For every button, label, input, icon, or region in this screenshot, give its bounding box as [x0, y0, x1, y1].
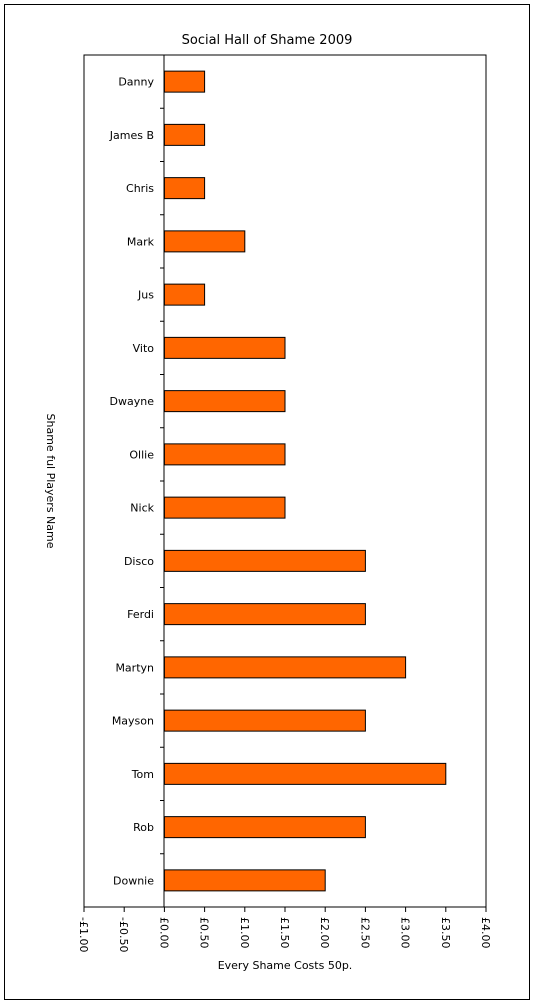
- bars: [163, 70, 447, 892]
- category-label: Ollie: [129, 448, 154, 461]
- category-label: Disco: [124, 555, 154, 568]
- category-label: Dwayne: [110, 395, 155, 408]
- bar-nick: [163, 496, 286, 519]
- category-label: Tom: [131, 768, 154, 781]
- category-label: Mark: [127, 235, 155, 248]
- x-tick-label: £4.00: [479, 917, 492, 949]
- x-axis-ticks: [83, 907, 487, 912]
- x-tick-label: -£1.00: [77, 917, 90, 952]
- bar-mayson: [163, 709, 366, 732]
- bar-jus: [163, 283, 206, 306]
- category-label: Jus: [137, 289, 154, 302]
- category-label: Nick: [130, 502, 154, 515]
- category-label: Mayson: [112, 715, 154, 728]
- bar-danny: [163, 70, 206, 93]
- x-tick-label: £2.00: [318, 917, 331, 949]
- x-tick-label: £3.00: [399, 917, 412, 949]
- bar-ollie: [163, 443, 286, 466]
- chart-title: Social Hall of Shame 2009: [182, 33, 353, 48]
- bar-mark: [163, 230, 246, 253]
- category-label: Vito: [133, 342, 155, 355]
- category-label: Rob: [133, 821, 154, 834]
- x-tick-label: £2.50: [358, 917, 371, 949]
- bar-downie: [163, 869, 326, 892]
- bar-ferdi: [163, 603, 366, 626]
- category-label: Downie: [113, 874, 154, 887]
- x-tick-label: £3.50: [439, 917, 452, 949]
- category-label: Chris: [126, 182, 154, 195]
- bar-rob: [163, 816, 366, 839]
- x-tick-label: -£0.50: [117, 917, 130, 952]
- x-tick-label: £0.00: [157, 917, 170, 949]
- bar-disco: [163, 549, 366, 572]
- category-label: Martyn: [115, 661, 154, 674]
- bar-dwayne: [163, 390, 286, 413]
- category-labels: Danny James B Chris Mark Jus Vito Dwayne Ollie N…: [109, 76, 155, 888]
- x-axis-tick-labels: -£1.00 -£0.50 £0.00 £0.50 £1.00 £1.50 £2.00 £2.…: [77, 917, 492, 952]
- x-tick-label: £0.50: [198, 917, 211, 949]
- bar-vito: [163, 336, 286, 359]
- bar-tom: [163, 762, 447, 785]
- bar-chris: [163, 177, 206, 200]
- x-axis-label: Every Shame Costs 50p.: [218, 959, 353, 972]
- x-tick-label: £1.00: [238, 917, 251, 949]
- bar-james-b: [163, 123, 206, 146]
- bar-martyn: [163, 656, 407, 679]
- category-label: Danny: [118, 76, 154, 89]
- category-label: James B: [109, 129, 154, 142]
- category-label: Ferdi: [127, 608, 154, 621]
- y-axis-label: Shame ful Players Name: [44, 414, 57, 549]
- x-tick-label: £1.50: [278, 917, 291, 949]
